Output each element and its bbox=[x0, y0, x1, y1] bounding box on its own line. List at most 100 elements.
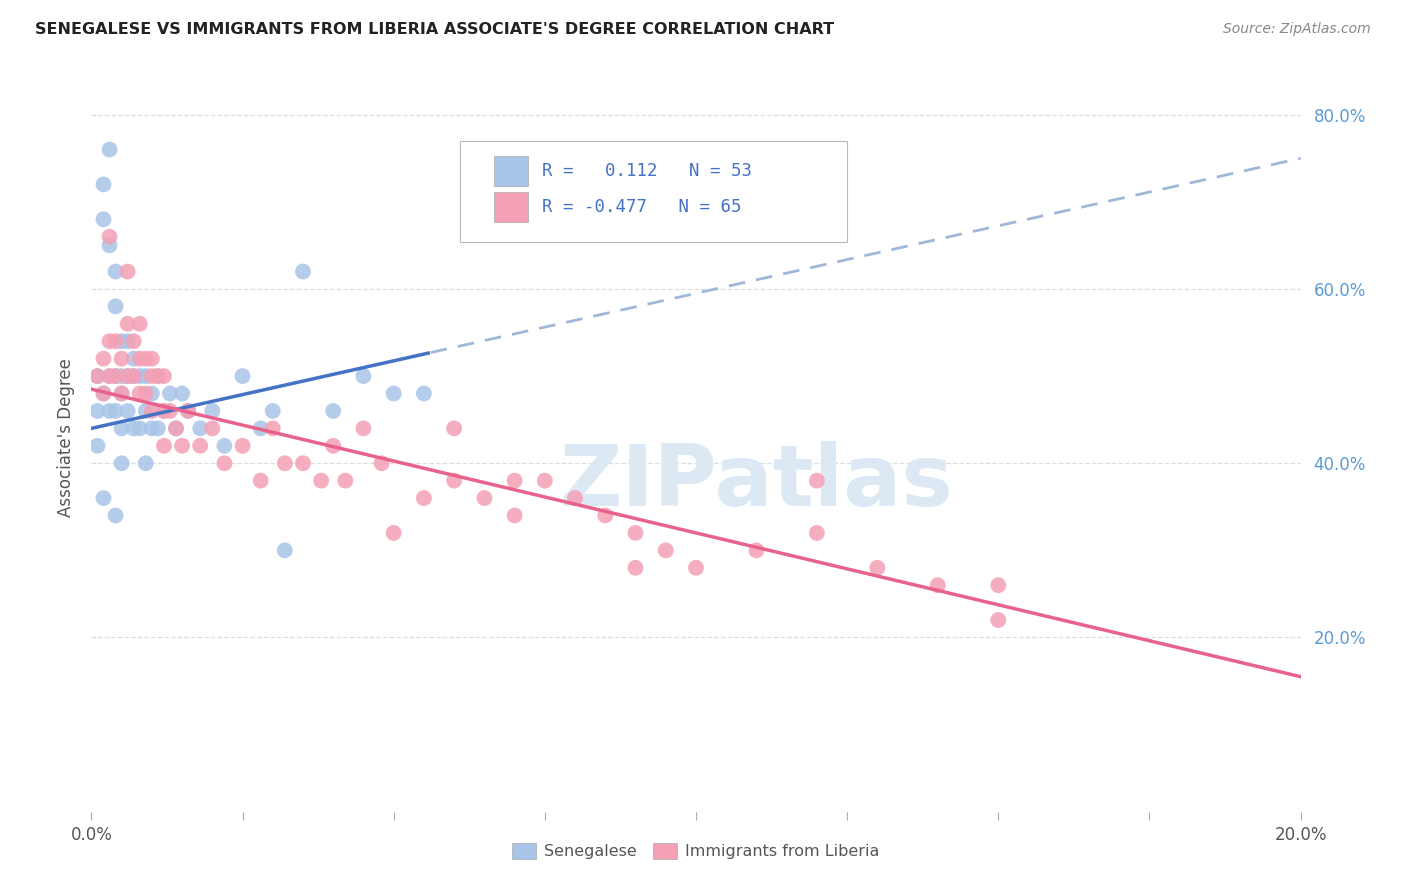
Bar bbox=[494, 156, 527, 186]
Point bbox=[153, 404, 176, 418]
Text: ZIPatlas: ZIPatlas bbox=[560, 441, 953, 524]
Point bbox=[188, 421, 211, 435]
Point bbox=[262, 421, 284, 435]
Point bbox=[745, 543, 768, 558]
Point bbox=[93, 386, 115, 401]
Point bbox=[122, 351, 145, 366]
Point bbox=[382, 525, 405, 540]
Point bbox=[141, 386, 163, 401]
Point bbox=[153, 369, 176, 384]
Point bbox=[141, 421, 163, 435]
Point bbox=[93, 178, 115, 192]
Point bbox=[111, 334, 132, 349]
Point bbox=[104, 508, 127, 523]
Point bbox=[292, 264, 315, 278]
Point bbox=[86, 439, 108, 453]
Point bbox=[564, 491, 586, 505]
FancyBboxPatch shape bbox=[460, 141, 846, 243]
Point bbox=[503, 508, 526, 523]
Point bbox=[165, 421, 187, 435]
Point bbox=[172, 386, 194, 401]
Point bbox=[86, 369, 108, 384]
Point bbox=[595, 508, 617, 523]
Point bbox=[159, 386, 181, 401]
Point bbox=[86, 369, 108, 384]
Legend: Senegalese, Immigrants from Liberia: Senegalese, Immigrants from Liberia bbox=[505, 835, 887, 867]
Point bbox=[214, 439, 236, 453]
Point bbox=[104, 369, 127, 384]
Point bbox=[927, 578, 949, 592]
Point bbox=[93, 386, 115, 401]
Point bbox=[98, 404, 121, 418]
Point bbox=[98, 334, 121, 349]
Point bbox=[413, 491, 436, 505]
Point bbox=[146, 421, 169, 435]
Point bbox=[122, 421, 145, 435]
Point bbox=[111, 386, 132, 401]
Point bbox=[111, 386, 132, 401]
Y-axis label: Associate's Degree: Associate's Degree bbox=[58, 358, 76, 516]
Point bbox=[153, 439, 176, 453]
Point bbox=[86, 404, 108, 418]
Point bbox=[382, 386, 405, 401]
Point bbox=[201, 421, 224, 435]
Point bbox=[128, 369, 150, 384]
Point bbox=[104, 334, 127, 349]
Point bbox=[135, 404, 157, 418]
Text: Source: ZipAtlas.com: Source: ZipAtlas.com bbox=[1223, 22, 1371, 37]
Point bbox=[987, 613, 1010, 627]
Point bbox=[806, 474, 828, 488]
Text: R = -0.477   N = 65: R = -0.477 N = 65 bbox=[543, 198, 742, 216]
Point bbox=[122, 334, 145, 349]
Point bbox=[533, 474, 555, 488]
Point bbox=[309, 474, 332, 488]
Text: R =   0.112   N = 53: R = 0.112 N = 53 bbox=[543, 162, 752, 180]
Point bbox=[111, 456, 132, 470]
Point bbox=[153, 404, 176, 418]
Point bbox=[370, 456, 392, 470]
Point bbox=[322, 404, 344, 418]
Point bbox=[146, 369, 169, 384]
Point bbox=[352, 369, 374, 384]
Point bbox=[117, 264, 139, 278]
Point bbox=[141, 351, 163, 366]
Point bbox=[98, 369, 121, 384]
Point bbox=[98, 143, 121, 157]
Point bbox=[472, 491, 495, 505]
Point bbox=[249, 421, 271, 435]
Point bbox=[274, 456, 297, 470]
Point bbox=[98, 229, 121, 244]
Point bbox=[503, 474, 526, 488]
Point bbox=[93, 351, 115, 366]
Point bbox=[624, 525, 647, 540]
Point bbox=[177, 404, 200, 418]
Point bbox=[214, 456, 236, 470]
Point bbox=[165, 421, 187, 435]
Point bbox=[135, 386, 157, 401]
Point bbox=[866, 561, 889, 575]
Point bbox=[111, 369, 132, 384]
Point bbox=[352, 421, 374, 435]
Point bbox=[322, 439, 344, 453]
Point bbox=[172, 439, 194, 453]
Point bbox=[117, 334, 139, 349]
Point bbox=[117, 404, 139, 418]
Point bbox=[231, 369, 253, 384]
Point bbox=[104, 404, 127, 418]
Point bbox=[806, 525, 828, 540]
Point bbox=[122, 369, 145, 384]
Point bbox=[104, 299, 127, 313]
Point bbox=[177, 404, 200, 418]
Point bbox=[111, 351, 132, 366]
Point bbox=[93, 212, 115, 227]
Point bbox=[249, 474, 271, 488]
Point bbox=[292, 456, 315, 470]
Point bbox=[443, 474, 465, 488]
Point bbox=[188, 439, 211, 453]
Point bbox=[231, 439, 253, 453]
Point bbox=[111, 421, 132, 435]
Bar bbox=[494, 192, 527, 222]
Point bbox=[443, 421, 465, 435]
Point bbox=[135, 456, 157, 470]
Text: SENEGALESE VS IMMIGRANTS FROM LIBERIA ASSOCIATE'S DEGREE CORRELATION CHART: SENEGALESE VS IMMIGRANTS FROM LIBERIA AS… bbox=[35, 22, 834, 37]
